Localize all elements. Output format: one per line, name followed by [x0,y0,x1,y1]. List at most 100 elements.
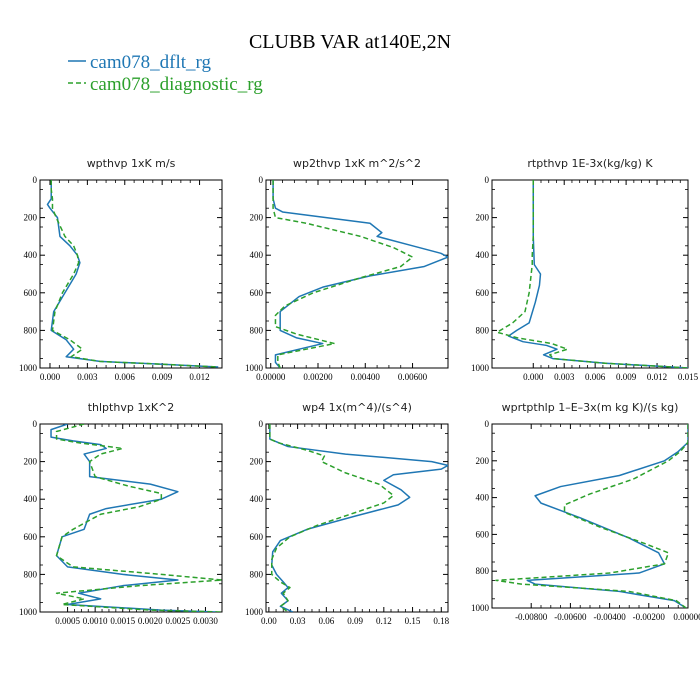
y-tick-label: 400 [250,250,264,260]
plot-frame [265,179,449,369]
x-tick-label: 0.012 [189,372,209,382]
legend-label-dflt: cam078_dflt_rg [90,52,212,73]
x-tick-label: 0.00600 [398,372,428,382]
x-tick-label: 0.012 [647,372,667,382]
y-tick-label: 800 [476,566,490,576]
y-tick-label: 400 [476,493,490,503]
figure-title: CLUBB VAR at140E,2N [249,31,451,53]
series-line-diagnostic [496,180,688,368]
x-tick-label: 0.0025 [166,616,191,626]
x-tick-label: 0.00 [261,616,277,626]
series-line-dflt [269,424,448,612]
y-tick-label: 200 [476,213,490,223]
y-tick-label: 0 [33,175,38,185]
panel-title: wpthvp 1xK m/s [87,157,176,170]
y-tick-label: 600 [250,532,264,542]
x-tick-label: 0.03 [290,616,306,626]
x-tick-label: 0.0005 [55,616,80,626]
y-tick-label: 1000 [471,363,490,373]
x-tick-label: -0.00200 [633,612,666,622]
y-tick-label: 200 [476,456,490,466]
y-tick-label: 400 [24,250,38,260]
x-tick-label: 0.18 [433,616,449,626]
plot-frame [491,179,689,369]
y-tick-label: 600 [24,288,38,298]
y-tick-label: 800 [250,569,264,579]
y-tick-label: 800 [250,325,264,335]
plot-frame [39,423,223,613]
x-tick-label: 0.006 [585,372,606,382]
panel-title: thlpthvp 1xK^2 [88,401,175,414]
x-tick-label: 0.015 [678,372,699,382]
panel-3: rtpthvp 1E-3x(kg/kg) K 0 200 400 600 800 1000 0… [471,157,699,382]
x-tick-label: 0.006 [115,372,136,382]
x-tick-label: 0.000 [523,372,544,382]
x-tick-label: 0.0010 [83,616,108,626]
y-tick-label: 0 [259,175,264,185]
plot-frame [491,423,689,609]
legend: cam078_dflt_rg cam078_diagnostic_rg [68,52,263,95]
series-line-dflt [272,180,448,368]
series-line-dflt [507,180,688,368]
y-tick-label: 1000 [245,363,264,373]
series-line-diagnostic [55,424,222,612]
y-tick-label: 1000 [471,603,490,613]
y-tick-label: 0 [485,175,490,185]
x-tick-label: 0.009 [152,372,173,382]
legend-label-diagnostic: cam078_diagnostic_rg [90,74,263,95]
x-tick-label: 0.00200 [303,372,333,382]
x-tick-label: 0.0030 [193,616,218,626]
panel-title: wp4 1x(m^4)/(s^4) [302,401,412,414]
x-tick-label: 0.00400 [351,372,381,382]
y-tick-label: 800 [24,569,38,579]
y-tick-label: 400 [24,494,38,504]
x-tick-label: 0.0020 [138,616,163,626]
y-tick-label: 600 [476,288,490,298]
series-line-diagnostic [50,180,219,368]
y-tick-label: 400 [250,494,264,504]
x-tick-label: 0.009 [616,372,637,382]
x-tick-label: 0.0015 [110,616,135,626]
panel-title: wp2thvp 1xK m^2/s^2 [293,157,421,170]
y-tick-label: 200 [250,213,264,223]
y-tick-label: 200 [24,213,38,223]
y-tick-label: 800 [476,325,490,335]
x-tick-label: -0.00600 [554,612,587,622]
y-tick-label: 1000 [19,607,38,617]
x-tick-label: 0.06 [318,616,334,626]
x-tick-label: 0.003 [77,372,98,382]
y-tick-label: 200 [24,457,38,467]
series-line-diagnostic [272,180,414,368]
x-tick-label: 0.00000 [673,612,700,622]
x-tick-label: -0.00800 [515,612,548,622]
panel-2: wp2thvp 1xK m^2/s^2020040060080010000.00… [245,157,449,382]
x-tick-label: 0.003 [554,372,575,382]
y-tick-label: 600 [476,529,490,539]
x-tick-label: -0.00400 [593,612,626,622]
x-tick-label: 0.09 [347,616,363,626]
panel-title: rtpthvp 1E-3x(kg/kg) K [527,157,653,170]
y-tick-label: 200 [250,457,264,467]
series-line-dflt [46,180,219,368]
y-tick-label: 0 [33,419,38,429]
panel-title: wprtpthlp 1–E–3x(m kg K)/(s kg) [502,401,679,414]
x-tick-label: 0.15 [405,616,421,626]
y-tick-label: 1000 [19,363,38,373]
y-tick-label: 1000 [245,607,264,617]
series-line-diagnostic [495,424,688,608]
plot-frame [265,423,449,613]
y-tick-label: 600 [250,288,264,298]
plot-frame [39,179,223,369]
y-tick-label: 0 [485,419,490,429]
series-line-dflt [526,424,688,608]
y-tick-label: 600 [24,532,38,542]
x-tick-label: 0.00000 [256,372,286,382]
y-tick-label: 800 [24,325,38,335]
y-tick-label: 400 [476,250,490,260]
y-tick-label: 0 [259,419,264,429]
